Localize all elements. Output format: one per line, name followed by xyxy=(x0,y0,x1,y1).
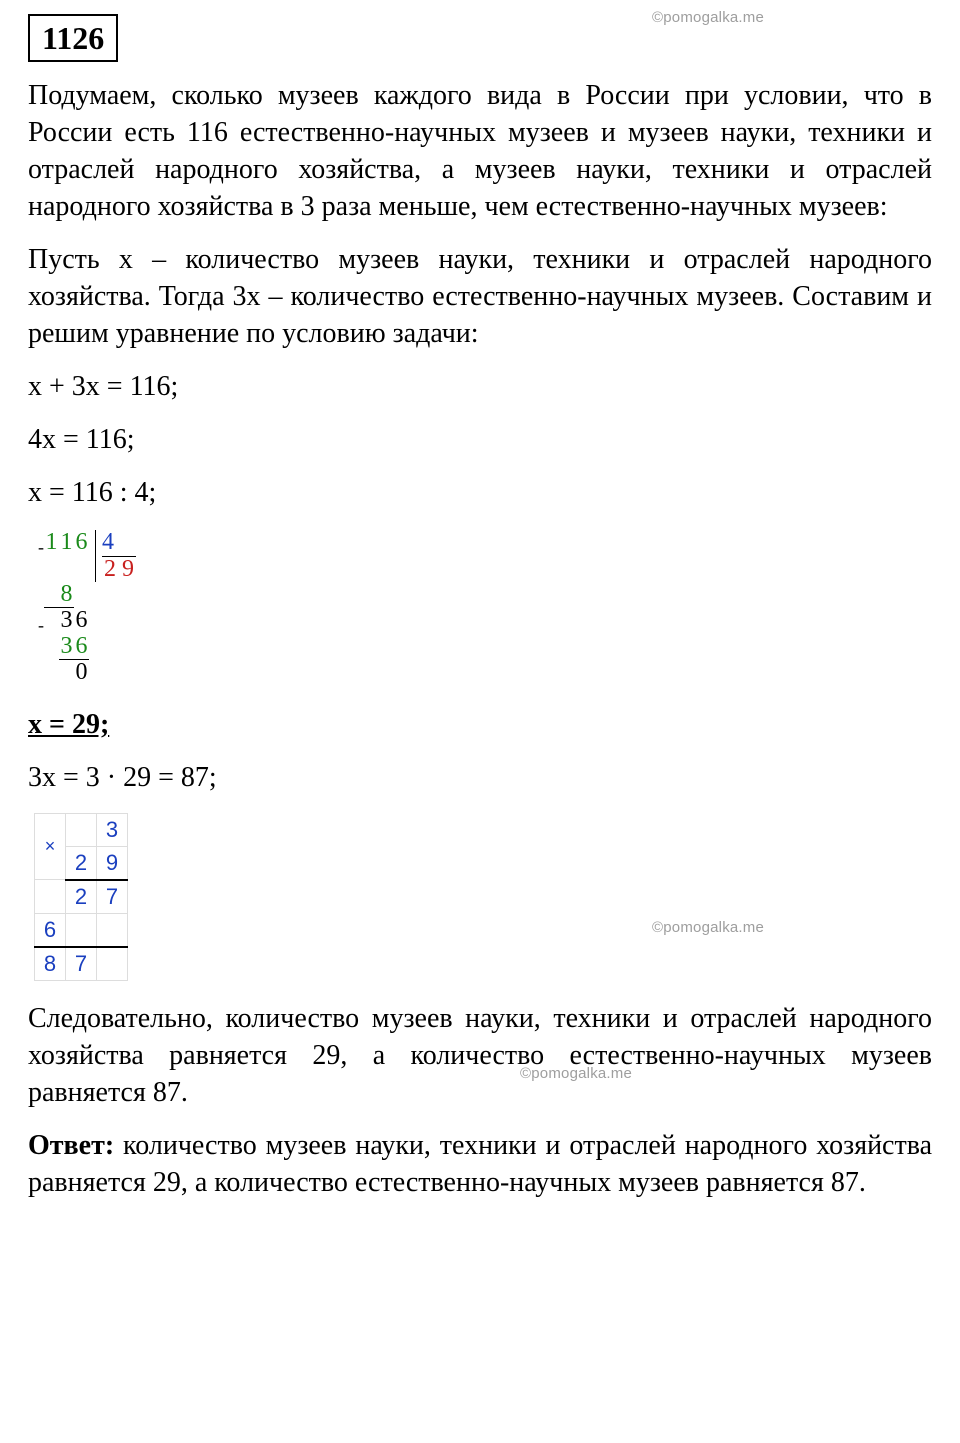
problem-number-box: 1126 xyxy=(28,14,118,62)
product-digit: 7 xyxy=(66,947,97,981)
step2-sub-digit: 6 xyxy=(74,634,89,659)
answer-paragraph: Ответ: количество музеев науки, техники … xyxy=(28,1128,932,1202)
partial1-digit: 7 xyxy=(97,880,128,914)
answer-label: Ответ: xyxy=(28,1130,114,1161)
quotient-digit: 2 xyxy=(104,556,116,582)
quotient-digit: 9 xyxy=(122,556,134,582)
dividend-digit: 6 xyxy=(74,530,89,555)
multiplication-grid: × 3 2 9 2 7 6 8 7 xyxy=(34,813,128,981)
conclusion-paragraph: Следовательно, количество музеев науки, … xyxy=(28,1001,932,1112)
dividend-digit: 1 xyxy=(59,530,74,555)
answer-text: количество музеев науки, техники и отрас… xyxy=(28,1130,932,1198)
equation-1: x + 3x = 116; xyxy=(28,369,932,406)
watermark-1: ©pomogalka.me xyxy=(652,8,764,28)
product-digit: 8 xyxy=(35,947,66,981)
minus-sign-2: - xyxy=(34,616,44,635)
mult-second-digit: 2 xyxy=(66,846,97,880)
mult-top-digit xyxy=(66,813,97,846)
dividend-digit: 1 xyxy=(44,530,59,555)
equation-4: 3x = 3 · 29 = 87; xyxy=(28,760,932,797)
watermark-3: ©pomogalka.me xyxy=(520,1064,632,1084)
step1-sub: 8 xyxy=(59,582,74,607)
long-division: - 1 1 6 4 2 9 8 - 3 6 xyxy=(34,530,136,685)
page: ©pomogalka.me 1126 Подумаем, сколько муз… xyxy=(0,0,960,1443)
intro-paragraph: Подумаем, сколько музеев каждого вида в … xyxy=(28,78,932,226)
setup-paragraph: Пусть x – количество музеев науки, техни… xyxy=(28,242,932,353)
remainder1-digit: 6 xyxy=(74,608,89,633)
equation-3: x = 116 : 4; xyxy=(28,475,932,512)
remainder1-digit: 3 xyxy=(59,608,74,633)
partial1-digit: 2 xyxy=(66,880,97,914)
problem-number: 1126 xyxy=(42,20,104,56)
equation-2: 4x = 116; xyxy=(28,422,932,459)
step2-sub-digit: 3 xyxy=(59,634,74,659)
mult-top-digit: 3 xyxy=(97,813,128,846)
final-remainder: 0 xyxy=(74,660,89,685)
divisor: 4 xyxy=(102,529,114,555)
result-line: x = 29; xyxy=(28,707,932,744)
watermark-2: ©pomogalka.me xyxy=(652,918,764,938)
minus-sign-1: - xyxy=(34,538,44,557)
partial2-digit: 6 xyxy=(35,913,66,947)
mult-sign: × xyxy=(35,813,66,880)
quotient-block: 2 9 xyxy=(102,556,136,582)
mult-second-digit: 9 xyxy=(97,846,128,880)
divisor-block: 4 2 9 xyxy=(95,530,136,582)
